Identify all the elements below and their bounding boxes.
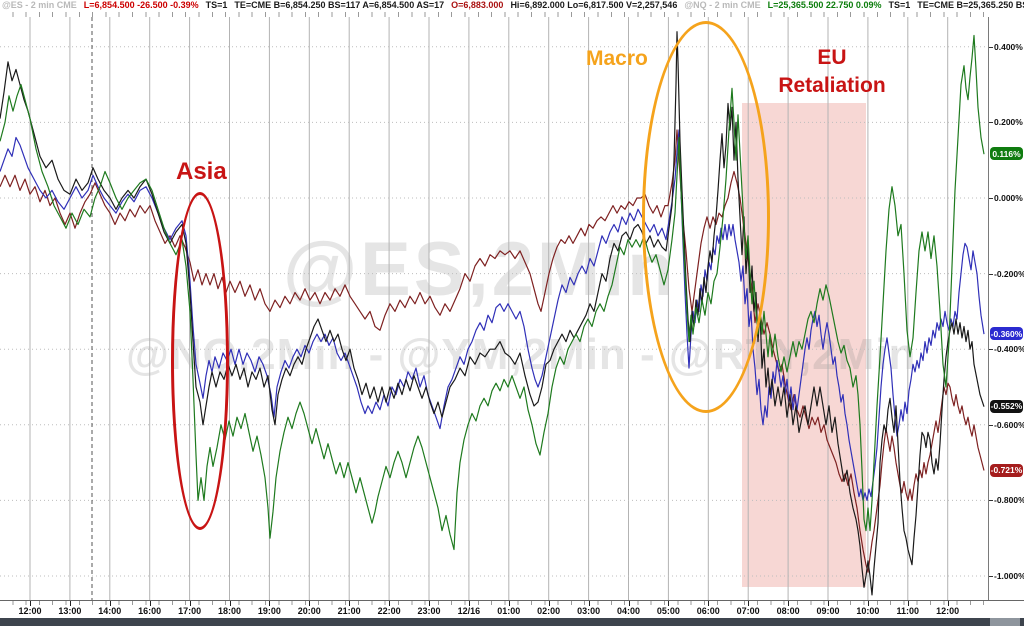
time-axis-label: 08:00 — [776, 606, 800, 616]
asia-ellipse — [171, 192, 229, 530]
time-axis-tick — [149, 601, 151, 606]
time-axis-label: 18:00 — [217, 606, 242, 616]
time-axis-label: 20:00 — [297, 606, 321, 616]
time-axis-tick — [588, 601, 590, 606]
last-value-badge: -0.721% — [990, 463, 1023, 477]
time-axis-tick — [708, 601, 710, 606]
quote-segment-7: L=25,365.500 22.750 0.09% — [767, 0, 882, 10]
price-axis-tick — [989, 122, 993, 124]
price-axis-label: -0.600% — [994, 419, 1024, 430]
price-axis-tick — [989, 500, 993, 502]
quote-segment-5: Hi=6,892.000 Lo=6,817.500 V=2,257,546 — [510, 0, 678, 10]
time-axis-tick — [947, 601, 949, 606]
eu-retaliation-label: EU Retaliation — [770, 44, 894, 100]
price-axis-tick — [989, 273, 993, 275]
time-axis-tick — [30, 601, 31, 606]
time-axis-label: 14:00 — [98, 606, 122, 616]
time-axis-label: 11:00 — [896, 606, 920, 616]
time-axis-tick — [389, 601, 391, 606]
time-axis-label: 04:00 — [616, 606, 641, 616]
time-axis-minor-ticks — [0, 601, 988, 605]
time-axis-tick — [548, 601, 550, 606]
maroon-series — [0, 129, 985, 573]
time-axis-label: 23:00 — [417, 606, 441, 616]
time-axis-tick — [309, 601, 311, 606]
time-axis-tick — [269, 601, 271, 606]
time-axis-tick — [788, 601, 790, 606]
macro-label: Macro — [586, 47, 648, 70]
time-axis-tick — [668, 601, 670, 606]
time-axis-label: 02:00 — [537, 606, 561, 616]
price-axis-tick — [989, 576, 993, 577]
time-axis-tick — [867, 601, 869, 606]
blue-series — [0, 129, 985, 501]
bottom-scroll-bar[interactable] — [0, 618, 1024, 626]
price-axis-label: 0.000% — [994, 193, 1023, 203]
time-axis-tick — [69, 601, 71, 606]
time-axis-label: 12:00 — [936, 606, 960, 616]
time-axis-label: 07:00 — [736, 606, 760, 616]
last-value-badge: -0.360% — [990, 327, 1023, 341]
time-axis-tick — [907, 601, 909, 606]
top-tick-strip — [0, 12, 988, 17]
time-axis-label: 12:00 — [18, 606, 42, 616]
price-axis-label: -1.000% — [994, 571, 1024, 581]
time-axis-tick — [828, 601, 829, 606]
quote-segment-6: @NQ - 2 min CME — [684, 0, 761, 10]
price-axis-tick — [989, 424, 993, 426]
quote-segment-0: @ES - 2 min CME — [2, 0, 77, 10]
price-axis-label: -0.200% — [994, 268, 1024, 279]
quote-segment-1: L=6,854.500 -26.500 -0.39% — [83, 0, 199, 10]
price-axis-label: 0.200% — [994, 117, 1023, 128]
time-axis-tick — [189, 601, 191, 606]
time-axis-label: 01:00 — [497, 606, 521, 616]
time-axis-tick — [468, 601, 470, 606]
time-axis-tick — [229, 601, 231, 606]
time-axis-tick — [429, 601, 430, 606]
quote-segment-8: TS=1 — [888, 0, 911, 10]
price-axis-label: 0.400% — [994, 41, 1023, 52]
time-axis-label: 12/16 — [457, 606, 481, 616]
green-series — [0, 34, 985, 551]
price-axis-label: -0.400% — [994, 344, 1024, 355]
time-axis-tick — [628, 601, 630, 606]
last-value-badge: -0.552% — [990, 399, 1023, 413]
time-axis[interactable]: 12:00 13:00 14:00 16:00 17:00 18:00 19:00 20:00… — [0, 600, 1024, 618]
time-axis-label: 10:00 — [856, 606, 880, 616]
time-axis-label: 06:00 — [696, 606, 720, 616]
price-axis-tick — [989, 198, 993, 199]
time-axis-tick — [508, 601, 510, 606]
macro-ellipse — [642, 21, 770, 413]
time-axis-label: 09:00 — [816, 606, 840, 616]
eu-label-line1: EU — [817, 46, 847, 69]
last-value-badge: 0.116% — [990, 147, 1023, 161]
price-axis[interactable]: 0.400% 0.200% 0.000% -0.200% -0.400% -0.600% -… — [988, 17, 1024, 600]
quote-header: @ES - 2 min CME L=6,854.500 -26.500 -0.39… — [2, 0, 1024, 12]
time-axis-label: 16:00 — [138, 606, 162, 616]
price-axis-tick — [989, 349, 993, 351]
quote-segment-3: TE=CME B=6,854.250 BS=117 A=6,854.500 AS… — [234, 0, 445, 10]
price-chart[interactable] — [0, 17, 988, 600]
black-series — [0, 31, 985, 596]
quote-segment-4: O=6,883.000 — [451, 0, 504, 10]
time-axis-label: 22:00 — [377, 606, 401, 616]
quote-segment-9: TE=CME B=25,365.250 BS=3 A=25,365.750 AS… — [917, 0, 1024, 10]
time-axis-label: 13:00 — [58, 606, 82, 616]
time-axis-label: 17:00 — [178, 606, 202, 616]
scroll-corner[interactable] — [990, 618, 1020, 626]
quote-segment-2: TS=1 — [205, 0, 228, 10]
eu-label-line2: Retaliation — [778, 74, 886, 97]
time-axis-label: 21:00 — [337, 606, 361, 616]
asia-label: Asia — [176, 158, 227, 185]
time-axis-tick — [109, 601, 111, 606]
time-axis-label: 05:00 — [656, 606, 680, 616]
time-axis-tick — [748, 601, 750, 606]
price-axis-tick — [989, 46, 993, 48]
time-axis-tick — [349, 601, 351, 606]
time-axis-label: 03:00 — [577, 606, 601, 616]
price-axis-label: -0.800% — [994, 495, 1024, 506]
time-axis-label: 19:00 — [257, 606, 281, 616]
